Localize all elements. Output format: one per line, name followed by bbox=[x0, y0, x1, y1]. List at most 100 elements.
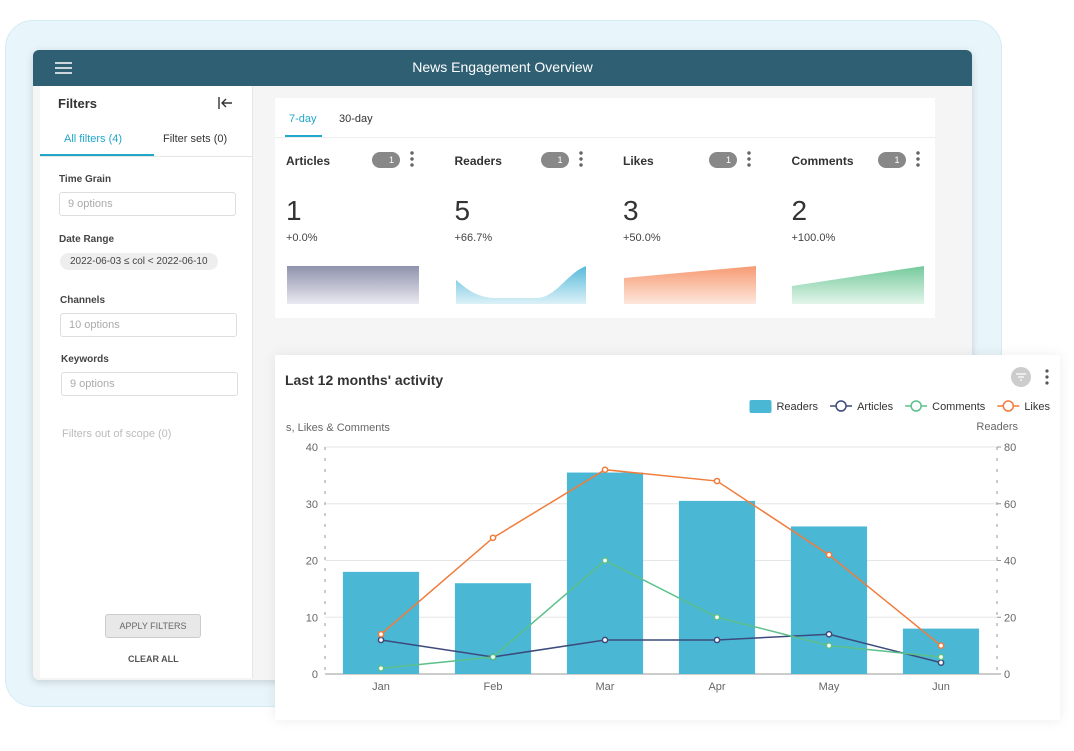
tab[interactable]: 7-day bbox=[289, 113, 317, 125]
select[interactable]: 10 options bbox=[60, 313, 237, 337]
y2-tick-label: 80 bbox=[1004, 442, 1016, 454]
point bbox=[937, 659, 945, 666]
point bbox=[825, 551, 833, 559]
kpi-badge[interactable]: 1 bbox=[709, 152, 737, 168]
sparkline bbox=[287, 266, 419, 304]
menu-icon[interactable] bbox=[55, 61, 73, 75]
kpi-change: +50.0% bbox=[623, 232, 661, 244]
date-chip[interactable]: 2022-06-03 ≤ col < 2022-06-10 bbox=[60, 253, 218, 270]
x-tick-label: May bbox=[819, 681, 840, 693]
bar bbox=[342, 571, 420, 674]
x-tick-label: Jan bbox=[372, 681, 390, 693]
tab[interactable]: 30-day bbox=[339, 113, 373, 125]
point bbox=[825, 642, 833, 649]
header-title: News Engagement Overview bbox=[412, 59, 593, 75]
chart-title: Last 12 months' activity bbox=[285, 372, 443, 388]
y2-tick-label: 60 bbox=[1004, 499, 1016, 511]
sparkline bbox=[456, 266, 586, 304]
tab-underline bbox=[40, 154, 154, 156]
bar bbox=[678, 500, 756, 674]
y2-tick-label: 0 bbox=[1004, 669, 1010, 681]
point bbox=[937, 642, 945, 649]
y2-tick-label: 40 bbox=[1004, 556, 1016, 568]
y-tick-label: 30 bbox=[306, 499, 318, 511]
kpi-badge[interactable]: 1 bbox=[877, 152, 906, 168]
kebab[interactable] bbox=[915, 150, 920, 168]
kpi-badge[interactable]: 1 bbox=[540, 152, 569, 168]
kpi-title: Articles bbox=[286, 154, 331, 168]
select[interactable]: 9 options bbox=[61, 372, 238, 396]
header: News Engagement Overview bbox=[33, 50, 972, 86]
point bbox=[601, 557, 609, 564]
kpi-value: 1 bbox=[286, 195, 302, 226]
kpi-value: 2 bbox=[791, 195, 808, 226]
kpi-value: 3 bbox=[623, 195, 639, 226]
clear-button[interactable]: CLEAR ALL bbox=[128, 654, 179, 664]
legend-label: Readers bbox=[776, 401, 818, 413]
point bbox=[377, 630, 385, 638]
point bbox=[377, 636, 385, 644]
chart-card: Last 12 months' activity s, Likes & Comm… bbox=[275, 355, 1060, 720]
x-tick-label: Jun bbox=[932, 681, 950, 693]
legend-swatch bbox=[910, 400, 922, 412]
kpi-title: Readers bbox=[454, 154, 502, 168]
line bbox=[380, 633, 942, 664]
y2-axis-label: Readers bbox=[976, 421, 1018, 433]
y2-tick-label: 20 bbox=[1004, 612, 1016, 624]
y-tick-label: 20 bbox=[306, 556, 318, 568]
point bbox=[489, 534, 497, 542]
point bbox=[825, 630, 833, 638]
point bbox=[713, 477, 721, 485]
kebab[interactable] bbox=[410, 150, 414, 168]
field-label: Channels bbox=[60, 295, 106, 306]
collapse-icon[interactable] bbox=[218, 96, 234, 110]
filter-panel: Filters All filters (4) Filter sets (0) … bbox=[40, 86, 253, 678]
select[interactable]: 9 options bbox=[59, 192, 236, 216]
field-label: Date Range bbox=[59, 234, 115, 245]
y-tick-label: 0 bbox=[312, 669, 318, 681]
chart: Last 12 months' activity s, Likes & Comm… bbox=[285, 367, 1050, 693]
point bbox=[601, 466, 609, 474]
legend-label: Articles bbox=[857, 401, 894, 413]
bar bbox=[902, 628, 980, 674]
kebab[interactable] bbox=[578, 150, 583, 168]
point bbox=[489, 653, 497, 661]
point bbox=[713, 636, 721, 644]
point bbox=[937, 653, 945, 661]
field-label: Keywords bbox=[61, 354, 109, 365]
filters-title: Filters bbox=[58, 96, 98, 111]
kebab[interactable] bbox=[747, 150, 751, 168]
kpi-change: +66.7% bbox=[454, 232, 493, 244]
x-tick-label: Mar bbox=[596, 681, 615, 693]
legend-swatch bbox=[749, 400, 772, 413]
kpi-change: +0.0% bbox=[286, 232, 318, 244]
line bbox=[380, 468, 942, 647]
tab-underline bbox=[285, 135, 322, 137]
bar bbox=[790, 526, 868, 674]
field-label: Time Grain bbox=[59, 174, 112, 185]
sparkline bbox=[624, 266, 756, 304]
sparkline bbox=[792, 266, 924, 304]
divider bbox=[275, 137, 935, 138]
tab[interactable]: All filters (4) bbox=[64, 133, 123, 145]
sparklines bbox=[287, 266, 924, 304]
kpi-title: Comments bbox=[791, 154, 854, 168]
y-tick-label: 40 bbox=[306, 442, 318, 454]
point bbox=[601, 636, 609, 644]
out-of-scope[interactable]: Filters out of scope (0) bbox=[62, 428, 172, 440]
kpi-title: Likes bbox=[623, 154, 654, 168]
kpi-panel: 7-day 30-day Articles 1 1 +0.0% Readers 1 5 +66… bbox=[275, 98, 935, 318]
kpi-change: +100.0% bbox=[791, 232, 836, 244]
kebab[interactable] bbox=[1045, 369, 1049, 385]
tab[interactable]: Filter sets (0) bbox=[163, 133, 228, 145]
y-axis-label: s, Likes & Comments bbox=[286, 422, 390, 434]
apply-button[interactable]: APPLY FILTERS bbox=[105, 614, 201, 638]
y-tick-label: 10 bbox=[306, 612, 318, 624]
line bbox=[380, 559, 942, 670]
kpi-value: 5 bbox=[454, 195, 471, 226]
point bbox=[377, 664, 385, 672]
kpi-badge[interactable]: 1 bbox=[372, 152, 400, 168]
legend-swatch bbox=[1002, 400, 1015, 412]
x-tick-label: Apr bbox=[708, 681, 725, 693]
point bbox=[713, 613, 721, 621]
